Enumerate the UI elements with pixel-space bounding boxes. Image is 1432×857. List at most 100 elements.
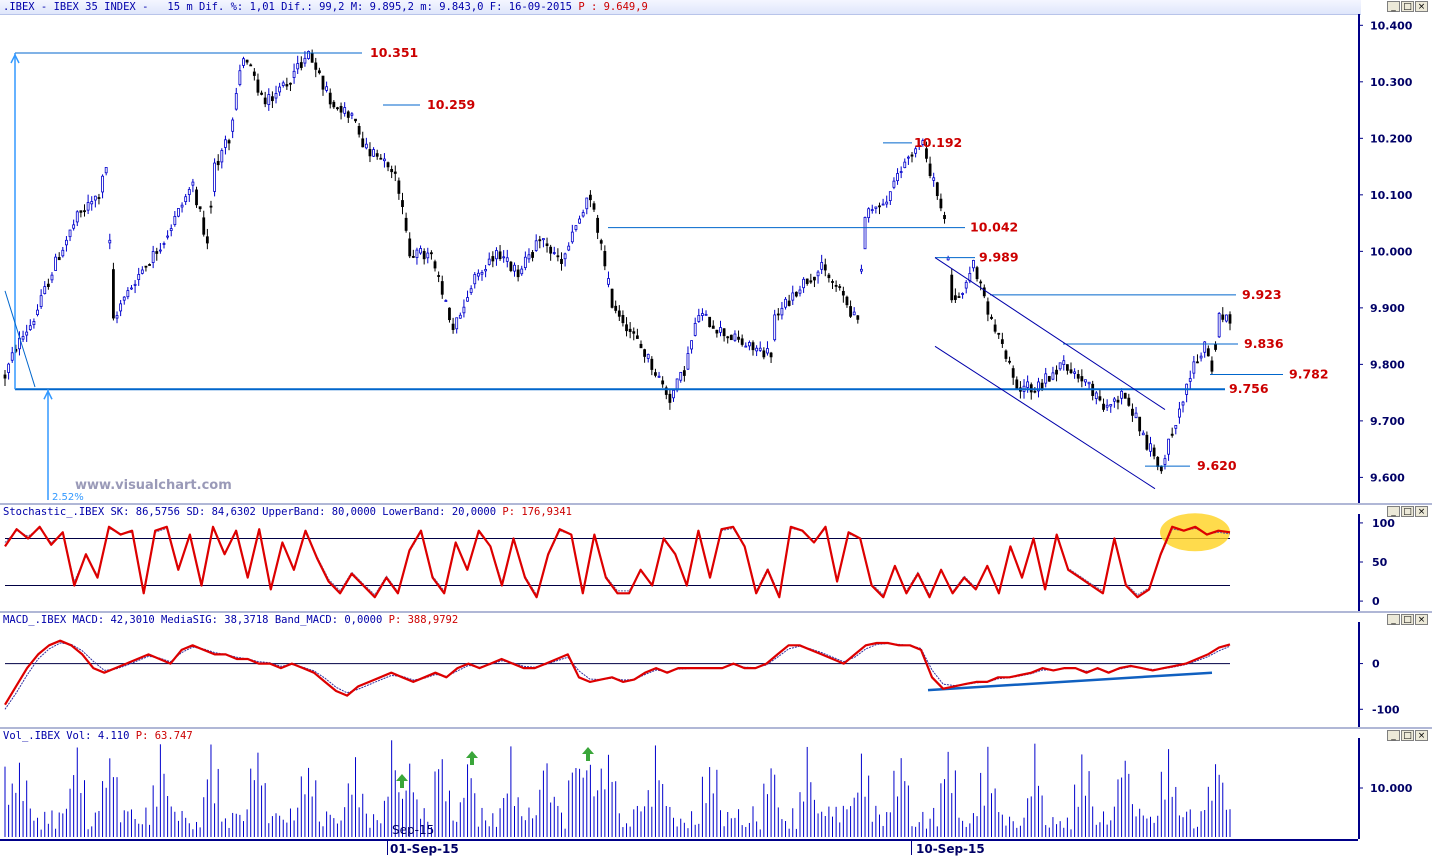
candle — [448, 307, 451, 323]
candle — [860, 264, 863, 275]
candle — [1084, 379, 1087, 386]
close-button[interactable]: × — [1415, 730, 1428, 741]
candle-body — [1116, 399, 1120, 403]
candle-body — [751, 342, 755, 351]
candle — [1131, 403, 1134, 422]
candle — [1076, 369, 1080, 383]
candle-body — [1163, 458, 1167, 465]
candle-body — [68, 229, 72, 238]
candle-body — [1206, 348, 1210, 357]
candle — [1152, 444, 1156, 460]
candle-body — [191, 181, 195, 186]
candle — [896, 168, 899, 185]
candle — [426, 247, 430, 264]
candle — [838, 283, 842, 291]
candle — [664, 385, 668, 400]
candle — [354, 118, 357, 123]
close-button[interactable]: × — [1415, 1, 1428, 12]
candle-body — [1047, 376, 1051, 382]
candle — [437, 271, 441, 283]
candle — [823, 258, 827, 277]
stochastic-chart[interactable]: 0 50 100 — [0, 505, 1432, 611]
candle — [68, 229, 72, 242]
candle — [892, 177, 896, 190]
channel-line — [934, 257, 1166, 410]
candle — [1192, 355, 1196, 379]
candle-body — [411, 256, 415, 258]
candle-body — [93, 195, 97, 201]
candle-body — [39, 295, 43, 307]
candle-body — [903, 161, 907, 169]
price-chart[interactable]: 9.600 9.700 9.800 9.900 10.000 10.100 10.200 10… — [0, 0, 1432, 503]
candle — [90, 196, 94, 211]
maximize-button[interactable]: □ — [1401, 506, 1414, 517]
maximize-button[interactable]: □ — [1401, 614, 1414, 625]
candle-body — [628, 328, 632, 332]
candle — [1149, 436, 1152, 457]
candle — [943, 211, 946, 224]
candle-body — [36, 309, 39, 316]
candle — [39, 289, 43, 309]
maximize-button[interactable]: □ — [1401, 1, 1414, 12]
symbol-name: .IBEX - IBEX 35 INDEX - — [3, 1, 149, 13]
candle-body — [187, 189, 191, 195]
y-axis-label: 10.000 — [1370, 245, 1413, 258]
candle — [238, 64, 242, 87]
candle-body — [296, 63, 300, 70]
candle-body — [820, 262, 824, 270]
candle — [982, 284, 986, 299]
close-button[interactable]: × — [1415, 506, 1428, 517]
close-button[interactable]: × — [1415, 614, 1428, 625]
pane-separator[interactable] — [0, 727, 1432, 729]
minimize-button[interactable]: _ — [1387, 506, 1400, 517]
candle — [704, 310, 708, 316]
candle — [914, 146, 918, 158]
candle-body — [75, 211, 79, 223]
candle — [729, 334, 733, 341]
candle-body — [61, 249, 65, 257]
candle-body — [448, 307, 451, 321]
minimize-button[interactable]: _ — [1387, 730, 1400, 741]
candle — [419, 245, 422, 255]
candle-body — [831, 281, 834, 283]
macd-chart[interactable]: -100 0 — [0, 613, 1432, 727]
candle — [476, 269, 480, 281]
pane-separator[interactable] — [0, 611, 1432, 613]
candle-body — [1131, 408, 1134, 416]
price-axis-line — [1358, 14, 1360, 503]
candle — [719, 320, 722, 337]
candle — [484, 264, 488, 278]
candle — [585, 197, 589, 215]
candle — [816, 270, 820, 284]
candle — [79, 210, 83, 218]
candle-body — [1073, 371, 1077, 374]
candle-body — [332, 101, 336, 108]
candle-body — [220, 150, 224, 163]
candle — [527, 248, 531, 263]
candle-body — [184, 196, 188, 203]
candle — [1051, 366, 1055, 381]
candle — [1156, 456, 1160, 471]
candle-body — [682, 370, 686, 376]
candle — [339, 102, 343, 120]
candle — [375, 149, 379, 160]
minimize-button[interactable]: _ — [1387, 1, 1400, 12]
candle-body — [769, 352, 773, 358]
candle-body — [104, 167, 108, 174]
pane-separator[interactable] — [0, 503, 1432, 505]
price-panel-header: .IBEX - IBEX 35 INDEX - 15 m Dif. %: 1,0… — [0, 0, 1361, 15]
candle-body — [614, 305, 618, 311]
candle — [787, 294, 791, 307]
candle-body — [231, 119, 235, 132]
candle — [1206, 345, 1210, 357]
candle-body — [166, 235, 170, 238]
y-axis-label: 10.200 — [1370, 132, 1413, 145]
candle-body — [588, 194, 592, 201]
candle — [603, 245, 607, 271]
candle — [1037, 377, 1040, 398]
maximize-button[interactable]: □ — [1401, 730, 1414, 741]
candle — [617, 305, 621, 321]
minimize-button[interactable]: _ — [1387, 614, 1400, 625]
candle — [708, 316, 712, 328]
volume-chart[interactable]: 10.000 — [0, 729, 1432, 839]
